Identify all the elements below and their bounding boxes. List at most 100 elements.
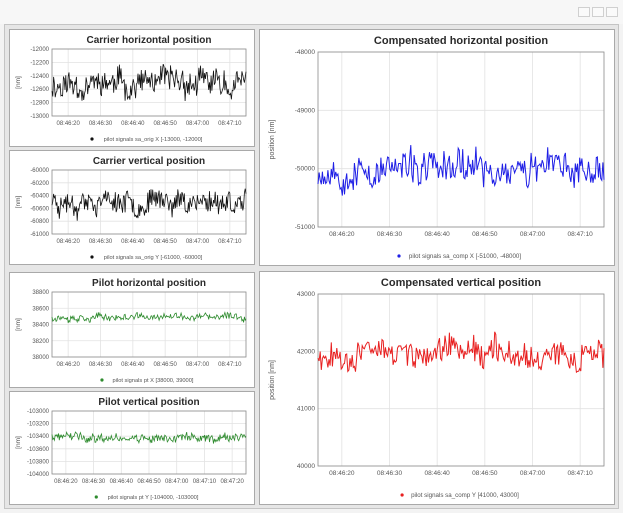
legend-label: pilot signals sa_comp X [-51000, -48000]	[409, 253, 521, 260]
legend-marker	[400, 493, 404, 497]
y-axis-label: [nm]	[15, 76, 22, 89]
chart-svg-compensated-horizontal: Compensated horizontal position position …	[269, 35, 605, 260]
y-tick-label: -12600	[30, 87, 49, 93]
x-tick-label: 08:47:10	[193, 479, 217, 485]
y-tick-label: -49000	[295, 107, 316, 114]
y-tick-label: -12800	[30, 101, 49, 107]
plot-area	[317, 293, 605, 467]
y-tick-label: -103400	[27, 434, 50, 440]
y-tick-label: -60400	[30, 194, 49, 200]
x-tick-label: 08:47:10	[218, 121, 242, 127]
y-axis-label: [nm]	[15, 318, 22, 331]
chart-svg-carrier-horizontal: Carrier horizontal position [nm] -12000 -12…	[15, 35, 247, 143]
y-tick-label: 38000	[32, 355, 49, 361]
y-tick-label: -103600	[27, 447, 50, 453]
x-tick-label: 08:46:30	[89, 239, 113, 245]
y-tick-label: -103000	[27, 409, 50, 415]
series-line-pilot-vertical	[51, 431, 247, 445]
y-tick-label: 38600	[32, 306, 49, 312]
x-tick-label: 08:47:10	[568, 470, 594, 477]
x-tick-label: 08:46:40	[121, 239, 145, 245]
x-tick-label: 08:46:20	[329, 231, 355, 238]
chart-title: Compensated vertical position	[381, 277, 541, 289]
chart-svg-carrier-vertical: Carrier vertical position [nm] -60000 -6020…	[15, 156, 247, 261]
y-tick-label: 41000	[297, 406, 315, 413]
legend-label: pilot signals pt X [38000, 39000]	[113, 378, 194, 384]
x-tick-label: 08:46:20	[56, 239, 80, 245]
legend-label: pilot signals sa_comp Y [41000, 43000]	[411, 492, 519, 499]
x-tick-label: 08:46:20	[329, 470, 355, 477]
y-tick-label: -48000	[295, 49, 316, 56]
series-line-carrier-vertical	[51, 188, 247, 221]
y-axis-label: [nm]	[15, 195, 22, 208]
legend-label: pilot signals sa_orig Y [-61000, -60000]	[104, 255, 203, 261]
y-tick-label: -12400	[30, 74, 49, 80]
y-axis-label: position [nm]	[269, 360, 276, 400]
y-tick-label: 40000	[297, 463, 315, 470]
chart-panel-pilot-vertical: Pilot vertical position [nm] -103000 -10320…	[9, 391, 255, 505]
chart-svg-compensated-vertical: Compensated vertical position position [n…	[269, 277, 605, 499]
chart-title: Carrier horizontal position	[86, 35, 211, 46]
chart-svg-pilot-horizontal: Pilot horizontal position [nm] 38800 38600 3…	[15, 278, 247, 384]
legend-label: pilot signals pt Y [-104000, -103000]	[108, 495, 199, 501]
legend-label: pilot signals sa_orig X [-13000, -12000]	[104, 137, 203, 143]
y-tick-label: -104000	[27, 472, 50, 478]
x-tick-label: 08:47:10	[218, 239, 242, 245]
x-tick-label: 08:47:00	[186, 121, 210, 127]
x-tick-label: 08:46:40	[110, 479, 134, 485]
x-tick-label: 08:47:00	[520, 231, 546, 238]
close-icon[interactable]	[606, 7, 618, 17]
maximize-icon[interactable]	[592, 7, 604, 17]
y-tick-label: -12200	[30, 60, 49, 66]
legend-marker	[397, 254, 401, 258]
legend-marker	[100, 378, 104, 382]
x-tick-label: 08:46:40	[121, 362, 145, 368]
minimize-icon[interactable]	[578, 7, 590, 17]
legend-marker	[90, 137, 94, 141]
series-line-pilot-horizontal	[51, 311, 247, 324]
x-tick-label: 08:46:50	[472, 231, 498, 238]
y-tick-label: -60600	[30, 206, 49, 212]
x-tick-label: 08:46:30	[89, 121, 113, 127]
legend-marker	[94, 495, 98, 499]
y-tick-label: -61000	[30, 232, 49, 238]
plot-area	[51, 48, 247, 117]
plot-area	[51, 291, 247, 358]
window-top-bar	[0, 0, 623, 24]
x-tick-label: 08:46:50	[153, 239, 177, 245]
x-tick-label: 08:46:40	[121, 121, 145, 127]
plot-area	[317, 51, 605, 228]
chart-panel-carrier-vertical: Carrier vertical position [nm] -60000 -6020…	[9, 150, 255, 265]
y-tick-label: -50000	[295, 166, 316, 173]
x-tick-label: 08:46:50	[153, 362, 177, 368]
x-tick-label: 08:46:20	[56, 362, 80, 368]
y-tick-label: -51000	[295, 224, 316, 231]
x-tick-label: 08:47:00	[186, 239, 210, 245]
y-tick-label: 42000	[297, 348, 315, 355]
y-tick-label: -12000	[30, 47, 49, 53]
series-line-compensated-vertical	[317, 331, 605, 374]
chart-title: Pilot horizontal position	[92, 278, 206, 289]
y-tick-label: 38400	[32, 323, 49, 329]
series-line-compensated-horizontal	[317, 145, 605, 196]
x-tick-label: 08:47:10	[568, 231, 594, 238]
chart-title: Carrier vertical position	[93, 156, 205, 167]
chart-panel-carrier-horizontal: Carrier horizontal position [nm] -12000 -12…	[9, 29, 255, 147]
dashboard: Carrier horizontal position [nm] -12000 -12…	[4, 24, 619, 509]
x-tick-label: 08:46:20	[54, 479, 78, 485]
x-tick-label: 08:47:00	[165, 479, 189, 485]
chart-svg-pilot-vertical: Pilot vertical position [nm] -103000 -10320…	[15, 397, 247, 501]
y-tick-label: 38200	[32, 339, 49, 345]
y-tick-label: -103800	[27, 459, 50, 465]
x-tick-label: 08:46:30	[82, 479, 106, 485]
plot-area	[51, 410, 247, 475]
plot-area	[51, 169, 247, 235]
series-line-carrier-horizontal	[51, 63, 247, 102]
x-tick-label: 08:46:20	[56, 121, 80, 127]
x-tick-label: 08:46:50	[153, 121, 177, 127]
x-tick-label: 08:47:00	[186, 362, 210, 368]
y-axis-label: position [nm]	[269, 120, 276, 160]
y-axis-label: [nm]	[15, 436, 22, 449]
x-tick-label: 08:46:50	[137, 479, 161, 485]
x-tick-label: 08:46:30	[89, 362, 113, 368]
